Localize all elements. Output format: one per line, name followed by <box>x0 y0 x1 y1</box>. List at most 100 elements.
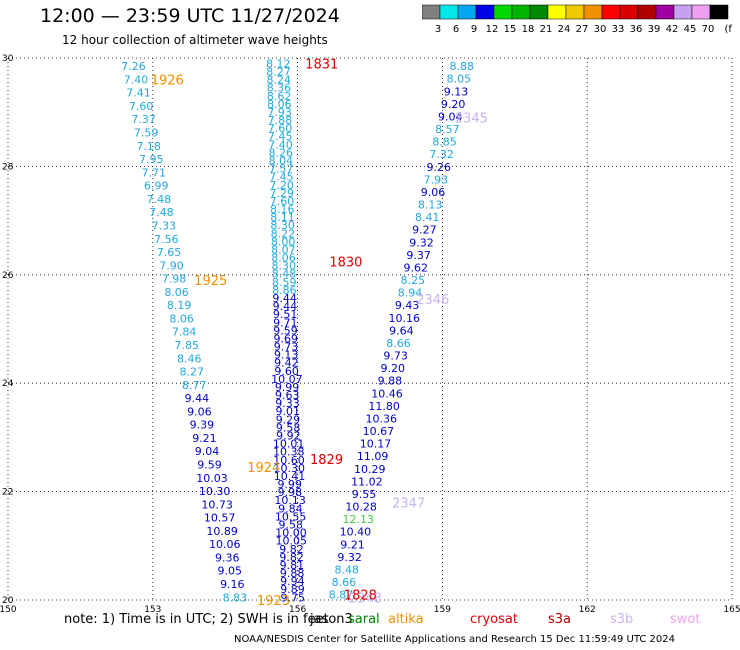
wave-height-value: 10.55 <box>275 510 307 523</box>
wave-height-value: 9.94 <box>280 575 305 588</box>
pass-time-label: 2345 <box>455 112 488 127</box>
wave-height-value: 11.02 <box>351 475 383 488</box>
y-tick-label: 22 <box>2 488 13 498</box>
colorbar-label: 9 <box>471 24 477 35</box>
wave-height-value: 9.98 <box>278 486 303 499</box>
wave-height-value: 9.43 <box>395 299 420 312</box>
wave-height-value: 9.06 <box>187 405 212 418</box>
wave-height-value: 9.32 <box>409 236 434 249</box>
wave-height-value: 7.40 <box>268 138 293 151</box>
legend-item-jason3: jason3 <box>310 612 353 627</box>
wave-height-value: 7.41 <box>126 87 151 100</box>
page-title: 12:00 — 23:59 UTC 11/27/2024 <box>40 5 340 27</box>
wave-height-value: 7.37 <box>131 113 156 126</box>
track-altika-west: 7.267.407.417.607.377.597.187.957.716.99… <box>121 60 247 604</box>
wave-height-value: 10.38 <box>273 446 305 459</box>
wave-height-value: 8.30 <box>272 260 297 273</box>
pass-time-label: 1831 <box>305 57 338 72</box>
wave-height-value: 10.30 <box>199 485 231 498</box>
wave-height-value: 10.41 <box>274 470 306 483</box>
wave-height-value: 10.36 <box>366 412 398 425</box>
wave-height-value: 9.33 <box>275 397 300 410</box>
wave-height-value: 8.13 <box>418 199 443 212</box>
wave-height-value: 7.56 <box>154 233 179 246</box>
wave-height-value: 10.57 <box>204 512 236 525</box>
x-tick-label: 159 <box>434 605 451 615</box>
pass-time-label: 1830 <box>329 255 362 270</box>
wave-height-value: 9.59 <box>273 324 298 337</box>
wave-height-value: 12.13 <box>343 513 375 526</box>
wave-height-value: 9.63 <box>275 389 300 402</box>
wave-height-value: 7.32 <box>429 148 454 161</box>
legend-item-s3a: s3a <box>548 612 572 627</box>
wave-height-value: 11.09 <box>357 450 389 463</box>
wave-height-value: 7.98 <box>162 273 187 286</box>
wave-height-value: 9.51 <box>273 308 298 321</box>
wave-height-value: 9.64 <box>389 324 414 337</box>
wave-height-value: 10.16 <box>388 312 420 325</box>
wave-height-value: 10.00 <box>275 527 307 540</box>
wave-height-value: 9.44 <box>185 392 210 405</box>
wave-height-value: 8.11 <box>270 211 295 224</box>
colorbar-label: 39 <box>648 24 661 35</box>
wave-height-value: 9.73 <box>383 350 408 363</box>
wave-height-value: 8.86 <box>272 284 297 297</box>
pass-time-label: 1829 <box>310 453 343 468</box>
wave-height-value: 7.60 <box>129 100 154 113</box>
pass-time-label: 1925 <box>194 274 227 289</box>
wave-height-value: 8.66 <box>332 576 357 589</box>
footer-note: note: 1) Time is in UTC; 2) SWH is in fe… <box>64 612 329 627</box>
pass-time-label: 1926 <box>151 74 184 89</box>
wave-height-value: 9.44 <box>272 292 297 305</box>
colorbar-label: 70 <box>702 24 715 35</box>
wave-height-value: 9.58 <box>279 518 304 531</box>
wave-height-value: 8.77 <box>182 379 207 392</box>
wave-height-value: 9.99 <box>275 381 300 394</box>
wave-height-value: 8.62 <box>267 90 292 103</box>
wave-height-value: 8.27 <box>266 66 291 79</box>
x-tick-label: 153 <box>144 605 161 615</box>
wave-height-value: 6.99 <box>144 180 169 193</box>
wave-height-value: 8.48 <box>335 563 360 576</box>
wave-height-value: 9.44 <box>273 300 298 313</box>
legend-item-saral: saral <box>348 612 380 627</box>
wave-height-value: 7.40 <box>124 73 149 86</box>
y-tick-label: 26 <box>2 271 14 281</box>
wave-height-value: 8.27 <box>180 366 205 379</box>
y-tick-label: 20 <box>2 596 14 606</box>
wave-height-value: 9.71 <box>273 316 298 329</box>
pass-time-label: 2346 <box>416 293 449 308</box>
wave-height-value: 10.29 <box>354 463 386 476</box>
wave-height-value: 8.36 <box>267 82 292 95</box>
wave-height-value: 8.06 <box>169 312 194 325</box>
wave-height-value: 9.89 <box>280 583 305 596</box>
x-tick-label: 156 <box>289 605 306 615</box>
y-tick-label: 30 <box>2 54 14 64</box>
wave-height-value: 9.37 <box>406 249 431 262</box>
x-tick-label: 165 <box>723 605 740 615</box>
wave-height-value: 10.60 <box>273 454 305 467</box>
pass-time-label: 2348 <box>349 591 382 606</box>
y-tick-label: 24 <box>2 379 14 389</box>
wave-height-value: 9.82 <box>279 551 304 564</box>
wave-height-value: 9.04 <box>438 110 463 123</box>
track-cryosat-middle: 8.128.278.248.368.628.067.937.887.607.45… <box>266 57 307 604</box>
wave-height-value: 9.81 <box>280 559 305 572</box>
wave-height-value: 8.25 <box>401 274 426 287</box>
wave-height-value: 8.87 <box>329 589 354 602</box>
footer-credit: NOAA/NESDIS Center for Satellite Applica… <box>234 634 676 645</box>
wave-height-value: 9.06 <box>421 186 446 199</box>
wave-height-value: 9.29 <box>276 413 301 426</box>
wave-height-value: 7.45 <box>268 130 293 143</box>
page-subtitle: 12 hour collection of altimeter wave hei… <box>62 33 328 47</box>
wave-height-value: 7.45 <box>269 171 294 184</box>
wave-height-value: 7.90 <box>159 259 184 272</box>
wave-height-value: 10.89 <box>206 525 238 538</box>
wave-height-value: 7.48 <box>147 193 172 206</box>
wave-height-value: 9.13 <box>274 349 299 362</box>
wave-height-value: 7.85 <box>174 339 199 352</box>
track-s3b-east: 8.888.059.139.209.048.578.857.329.267.93… <box>329 60 474 601</box>
